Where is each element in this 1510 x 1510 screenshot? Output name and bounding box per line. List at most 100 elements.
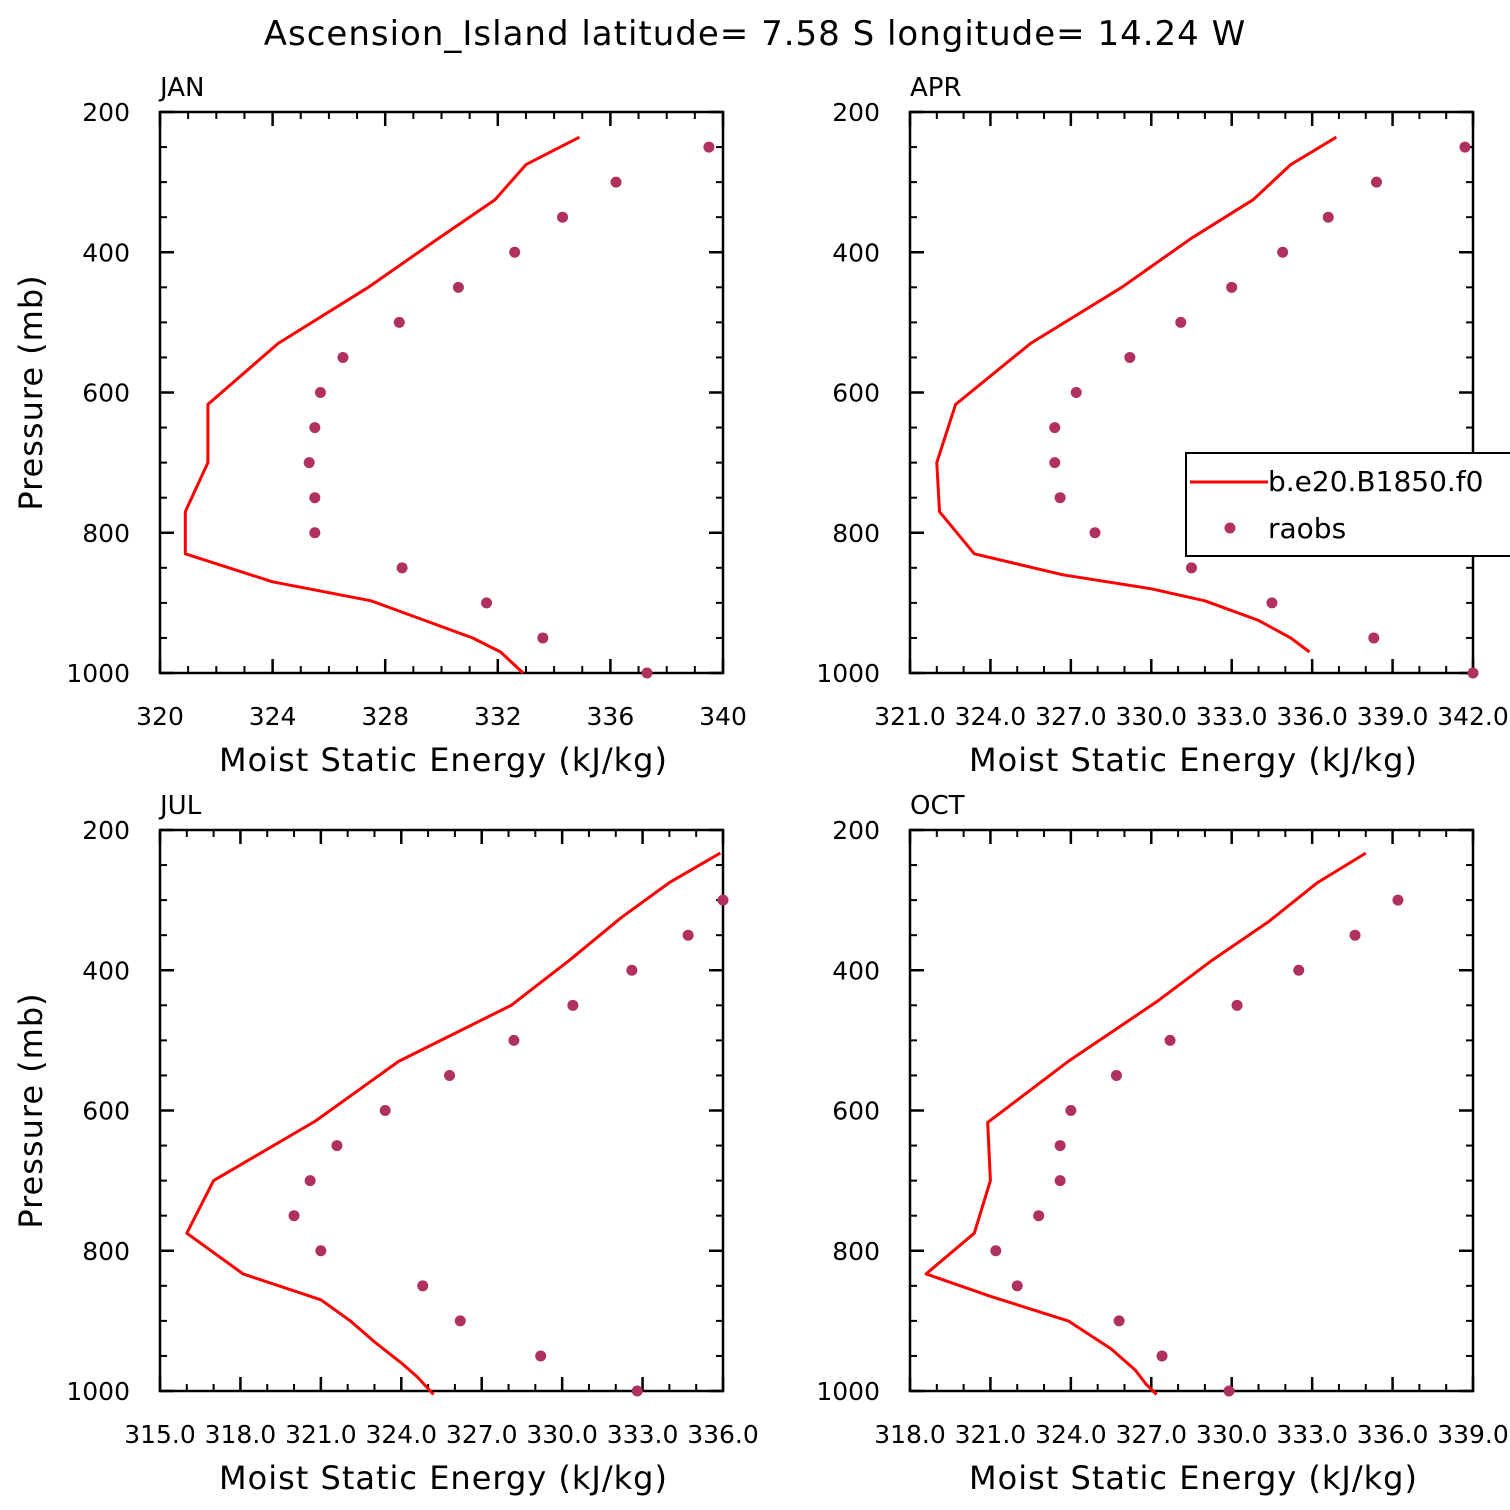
raobs-point — [557, 211, 569, 223]
legend-marker-swatch — [1224, 522, 1236, 534]
legend-label-model: b.e20.B1850.f0 — [1268, 465, 1483, 498]
raobs-point — [309, 527, 321, 539]
model-line — [185, 851, 722, 1396]
raobs-point — [1392, 894, 1404, 906]
raobs-point — [452, 281, 464, 293]
raobs-point — [610, 176, 622, 188]
raobs-point — [379, 1105, 391, 1116]
x-tick-label: 339.0 — [1357, 702, 1429, 731]
x-tick-label: 339.0 — [1437, 1420, 1509, 1449]
raobs-point — [1065, 1105, 1077, 1116]
x-tick-label: 324.0 — [365, 1420, 437, 1449]
x-axis-label: Moist Static Energy (kJ/kg) — [969, 741, 1418, 779]
raobs-point — [1322, 211, 1334, 223]
raobs-point — [626, 964, 638, 976]
raobs-point — [1370, 176, 1382, 188]
x-tick-label: 324.0 — [955, 702, 1027, 731]
x-tick-label: 320 — [136, 702, 184, 731]
raobs-point — [331, 1140, 343, 1152]
x-tick-label: 336.0 — [687, 1420, 759, 1449]
x-tick-label: 330.0 — [1115, 702, 1187, 731]
x-tick-label: 318.0 — [205, 1420, 277, 1449]
raobs-point — [1223, 1385, 1235, 1397]
x-tick-label: 321.0 — [955, 1420, 1027, 1449]
raobs-point — [1049, 422, 1061, 434]
y-tick-label: 600 — [832, 1097, 880, 1126]
panel-jul: JUL 315.0 318.0 321.0 324.0 327.0 330.0 333.0 33… — [12, 791, 759, 1497]
raobs-point — [1231, 999, 1243, 1011]
plot-frame — [908, 828, 1475, 1393]
raobs-point — [444, 1069, 456, 1081]
raobs-point — [396, 562, 408, 574]
x-tick-label: 340 — [699, 702, 747, 731]
raobs-point — [1368, 632, 1380, 644]
raobs-point — [1293, 964, 1305, 976]
y-tick-label: 800 — [82, 519, 130, 548]
x-tick-label: 333.0 — [607, 1420, 679, 1449]
raobs-point — [1186, 562, 1197, 574]
raobs-point — [288, 1210, 300, 1222]
raobs-point — [1089, 527, 1101, 539]
x-tick-label: 330.0 — [526, 1420, 598, 1449]
y-tick-label: 600 — [82, 379, 130, 408]
raobs-point — [417, 1280, 429, 1292]
y-tick-label: 400 — [82, 238, 130, 267]
panel-apr: APR 321.0 324.0 327.0 330.0 333.0 336.0 339.0 34… — [816, 73, 1510, 779]
raobs-point — [454, 1315, 466, 1327]
raobs-point — [393, 316, 405, 328]
model-line — [183, 135, 581, 675]
x-tick-label: 328 — [361, 702, 409, 731]
x-tick-label: 336.0 — [1357, 1420, 1429, 1449]
y-tick-label: 200 — [832, 816, 880, 845]
raobs-point — [535, 1350, 547, 1362]
legend: b.e20.B1850.f0 raobs — [1185, 452, 1510, 557]
y-tick-label: 400 — [832, 956, 880, 985]
raobs-point — [682, 929, 694, 941]
raobs-point — [1054, 1175, 1066, 1187]
raobs-point — [315, 1245, 327, 1257]
raobs-point — [1266, 597, 1278, 609]
x-tick-label: 333.0 — [1196, 702, 1268, 731]
raobs-point — [1277, 246, 1289, 258]
figure-title: Ascension_Island latitude= 7.58 S longit… — [264, 14, 1247, 54]
raobs-point — [1226, 281, 1238, 293]
x-tick-label: 321.0 — [874, 702, 946, 731]
x-axis-label: Moist Static Energy (kJ/kg) — [219, 741, 668, 779]
raobs-point — [1049, 457, 1061, 469]
y-tick-label: 800 — [832, 1237, 880, 1266]
raobs-point — [337, 351, 349, 363]
panel-title: APR — [910, 73, 962, 103]
y-tick-label: 1000 — [816, 1377, 880, 1406]
x-tick-label: 342.0 — [1437, 702, 1509, 731]
y-tick-label: 1000 — [66, 659, 130, 688]
raobs-point — [641, 667, 653, 679]
x-tick-label: 327.0 — [446, 1420, 518, 1449]
y-tick-label: 400 — [832, 238, 880, 267]
raobs-point — [304, 1175, 316, 1187]
raobs-point — [1164, 1034, 1176, 1046]
raobs-point — [1054, 492, 1066, 504]
panel-jan: JAN 320 324 328 332 336 340 200 400 600 800 1000 Moi… — [12, 73, 747, 779]
y-tick-label: 800 — [82, 1237, 130, 1266]
raobs-point — [717, 894, 729, 906]
raobs-point — [1113, 1315, 1125, 1327]
raobs-point — [1349, 929, 1361, 941]
y-tick-label: 600 — [832, 379, 880, 408]
x-tick-label: 327.0 — [1115, 1420, 1187, 1449]
raobs-point — [1467, 667, 1479, 679]
raobs-point — [309, 422, 321, 434]
raobs-point — [567, 999, 579, 1011]
plot-frame — [158, 828, 725, 1393]
y-tick-label: 400 — [82, 956, 130, 985]
panel-title: JAN — [158, 73, 204, 103]
panel-title: OCT — [910, 791, 965, 821]
panel-oct: OCT 318.0 321.0 324.0 327.0 330.0 333.0 336.0 33… — [816, 791, 1508, 1497]
raobs-point — [509, 246, 521, 258]
x-tick-label: 327.0 — [1035, 702, 1107, 731]
x-tick-label: 324 — [249, 702, 297, 731]
x-axis-label: Moist Static Energy (kJ/kg) — [969, 1459, 1418, 1497]
raobs-point — [314, 387, 326, 398]
x-tick-label: 336.0 — [1276, 702, 1348, 731]
x-tick-label: 321.0 — [285, 1420, 357, 1449]
